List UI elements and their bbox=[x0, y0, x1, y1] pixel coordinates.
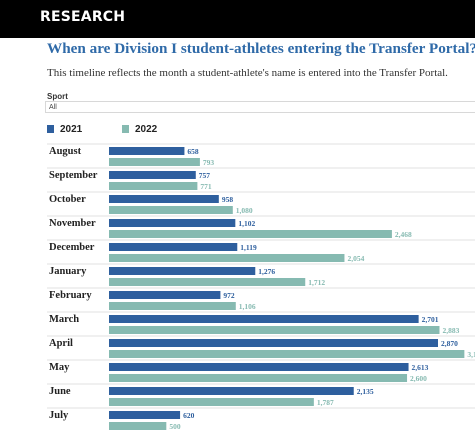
value-label-2021-april: 2,870 bbox=[441, 339, 458, 348]
bar-2021-august bbox=[109, 147, 185, 155]
bar-2022-september bbox=[109, 182, 198, 190]
month-label-october: October bbox=[49, 194, 86, 205]
value-label-2022-august: 793 bbox=[203, 158, 215, 167]
month-label-november: November bbox=[49, 218, 96, 229]
month-label-april: April bbox=[49, 338, 73, 349]
bar-2022-august bbox=[109, 158, 200, 166]
chart-subtitle: This timeline reflects the month a stude… bbox=[47, 67, 448, 79]
bar-2021-march bbox=[109, 315, 419, 323]
value-label-2022-september: 771 bbox=[200, 182, 212, 191]
bar-2022-december bbox=[109, 254, 345, 262]
month-label-july: July bbox=[49, 410, 69, 421]
legend-label-2021: 2021 bbox=[60, 124, 83, 135]
value-label-2021-august: 658 bbox=[187, 147, 199, 156]
month-label-february: February bbox=[49, 290, 92, 301]
legend-swatch-2021 bbox=[47, 125, 54, 133]
bar-2022-may bbox=[109, 374, 408, 382]
bar-2022-february bbox=[109, 302, 236, 310]
bar-2022-march bbox=[109, 326, 440, 334]
bar-2021-november bbox=[109, 219, 236, 227]
value-label-2022-july: 500 bbox=[169, 422, 181, 431]
bar-2022-april bbox=[109, 350, 465, 358]
month-label-january: January bbox=[49, 266, 87, 277]
value-label-2021-september: 757 bbox=[199, 171, 211, 180]
value-label-2022-february: 1,106 bbox=[239, 302, 256, 311]
bar-2022-january bbox=[109, 278, 306, 286]
bar-2021-october bbox=[109, 195, 219, 203]
month-label-may: May bbox=[49, 362, 70, 373]
value-label-2022-december: 2,054 bbox=[347, 254, 364, 263]
value-label-2021-january: 1,276 bbox=[258, 267, 275, 276]
value-label-2021-may: 2,613 bbox=[412, 363, 429, 372]
value-label-2021-june: 2,135 bbox=[357, 387, 374, 396]
legend-item-2021[interactable]: 2021 bbox=[47, 124, 82, 135]
chart-title: When are Division I student-athletes ent… bbox=[47, 40, 475, 57]
value-label-2022-october: 1,080 bbox=[236, 206, 253, 215]
bar-2021-february bbox=[109, 291, 221, 299]
bar-2021-may bbox=[109, 363, 409, 371]
top-bar: RESEARCH bbox=[0, 0, 475, 38]
value-label-2022-november: 2,468 bbox=[395, 230, 412, 239]
bar-2021-january bbox=[109, 267, 256, 275]
sport-filter-label: Sport bbox=[47, 92, 68, 101]
value-label-2021-july: 620 bbox=[183, 411, 195, 420]
legend-item-2022[interactable]: 2022 bbox=[122, 124, 157, 135]
bar-2021-april bbox=[109, 339, 438, 347]
bar-2021-july bbox=[109, 411, 181, 419]
bar-2021-june bbox=[109, 387, 354, 395]
value-label-2021-october: 958 bbox=[222, 195, 234, 204]
month-label-december: December bbox=[49, 242, 95, 253]
bar-2022-november bbox=[109, 230, 392, 238]
value-label-2022-april: 3,1 bbox=[467, 350, 475, 359]
value-label-2021-march: 2,701 bbox=[422, 315, 439, 324]
value-label-2022-may: 2,600 bbox=[410, 374, 427, 383]
month-label-june: June bbox=[49, 386, 71, 397]
value-label-2021-february: 972 bbox=[223, 291, 235, 300]
legend-swatch-2022 bbox=[122, 125, 129, 133]
bar-2021-september bbox=[109, 171, 196, 179]
bar-2022-june bbox=[109, 398, 314, 406]
value-label-2022-june: 1,787 bbox=[317, 398, 334, 407]
brand-logo[interactable]: RESEARCH bbox=[40, 9, 126, 25]
value-label-2021-november: 1,102 bbox=[238, 219, 255, 228]
bar-2022-october bbox=[109, 206, 233, 214]
value-label-2022-march: 2,883 bbox=[442, 326, 459, 335]
legend-label-2022: 2022 bbox=[135, 124, 158, 135]
sport-filter-select[interactable]: All bbox=[45, 101, 475, 113]
value-label-2021-december: 1,119 bbox=[240, 243, 257, 252]
month-label-august: August bbox=[49, 146, 82, 157]
bar-2022-july bbox=[109, 422, 167, 430]
bar-2021-december bbox=[109, 243, 238, 251]
month-label-march: March bbox=[49, 314, 79, 325]
month-label-september: September bbox=[49, 170, 98, 181]
value-label-2022-january: 1,712 bbox=[308, 278, 325, 287]
